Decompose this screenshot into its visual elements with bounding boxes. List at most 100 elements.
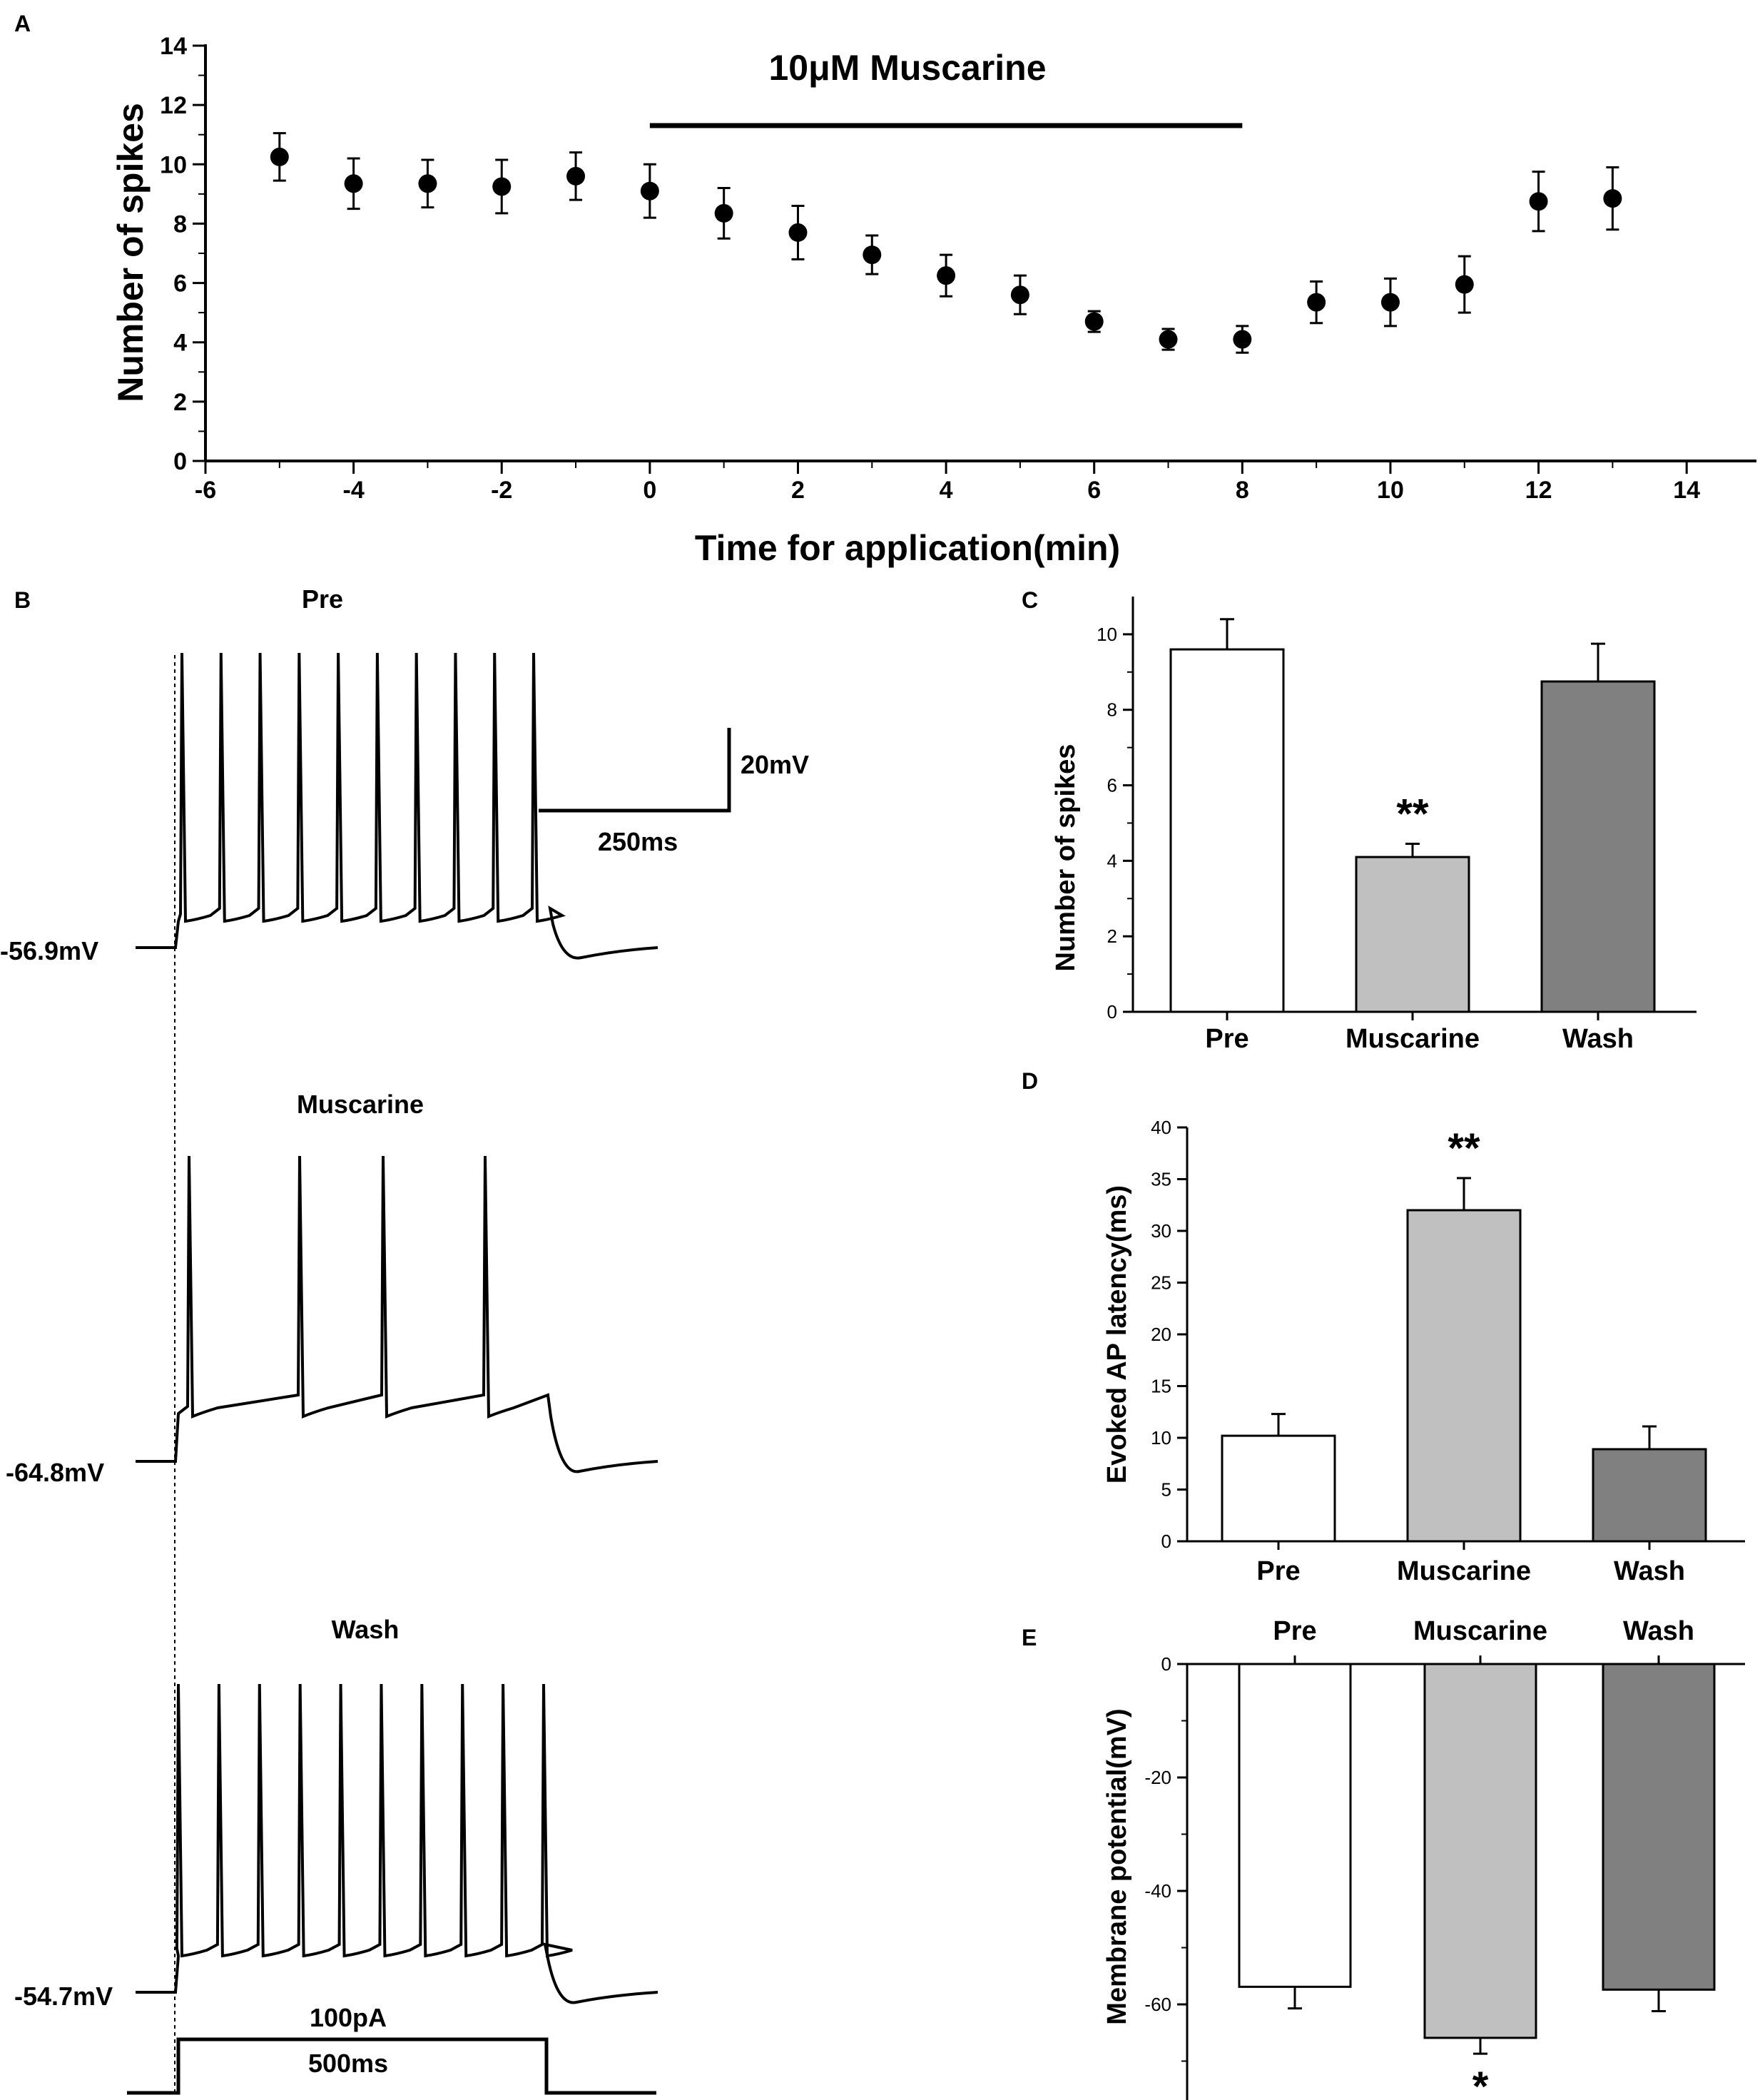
y-tick-label: -20 <box>1144 1767 1171 1788</box>
y-tick-label: 20 <box>1151 1324 1171 1345</box>
stimulus-step <box>127 2037 656 2095</box>
a-x-tick-label: 0 <box>643 477 656 504</box>
a-data-point <box>1084 312 1104 331</box>
bar-pre <box>1169 648 1285 1013</box>
panel-d-latency-bars: Pre Muscarine ** Wash 0 5 10 15 20 25 30 35 40 Evok… <box>1102 1117 1745 1586</box>
scale-bar-voltage: 20mV <box>741 750 809 779</box>
trace-title-pre: Pre <box>302 584 343 614</box>
y-tick-label: 10 <box>1151 1427 1171 1449</box>
category-label: Muscarine <box>1397 1556 1531 1586</box>
panel-label-b: B <box>14 587 31 613</box>
a-x-tick-label: 2 <box>791 477 805 504</box>
panel-d-y-label: Evoked AP latency(ms) <box>1102 1185 1132 1483</box>
panel-label-e: E <box>1022 1625 1037 1650</box>
y-tick-label: 15 <box>1151 1376 1171 1397</box>
y-tick-label: 4 <box>1107 850 1117 871</box>
a-x-tick-label: -2 <box>491 477 512 504</box>
baseline-pre: -56.9mV <box>0 936 98 965</box>
panel-a-x-label: Time for application(min) <box>695 528 1120 568</box>
panel-a-x-ticks: -6 -4 -2 0 2 4 6 8 10 12 14 <box>195 461 1700 504</box>
panel-a-y-label: Number of spikes <box>111 103 151 402</box>
y-tick-label: 40 <box>1151 1117 1171 1138</box>
a-data-point <box>1603 189 1622 208</box>
stimulus-duration: 500ms <box>308 2049 388 2078</box>
y-tick-label: 5 <box>1161 1479 1171 1501</box>
y-tick-label: 35 <box>1151 1169 1171 1190</box>
muscarine-application-label: 10μM Muscarine <box>768 48 1046 88</box>
a-data-point <box>1529 192 1548 211</box>
category-label: Pre <box>1273 1616 1316 1646</box>
panel-c-bars: Pre Muscarine ** Wash <box>1131 597 1697 1054</box>
panel-e-y-ticks: 0-20-40-60-80 <box>1144 1653 1187 2062</box>
a-x-tick-label: 4 <box>940 477 953 504</box>
category-label: Muscarine <box>1346 1024 1480 1054</box>
category-label: Pre <box>1205 1024 1248 1054</box>
a-x-tick-label: -6 <box>195 477 216 504</box>
panel-label-d: D <box>1022 1068 1038 1094</box>
significance-marker: ** <box>1448 1125 1480 1172</box>
panel-d-y-ticks: 0 5 10 15 20 25 30 35 40 <box>1151 1117 1187 1552</box>
bar-wash <box>1540 680 1656 1013</box>
category-label: Wash <box>1623 1616 1694 1646</box>
panel-label-c: C <box>1022 587 1038 613</box>
a-y-tick-label: 4 <box>173 330 187 357</box>
panel-a-data-points <box>270 132 1622 354</box>
a-data-point <box>418 174 437 193</box>
a-x-tick-label: 14 <box>1673 477 1700 504</box>
a-y-tick-label: 8 <box>173 210 187 238</box>
y-tick-label: 0 <box>1161 1531 1171 1552</box>
trace-wash <box>136 1683 658 2004</box>
panel-e-y-label: Membrane potential(mV) <box>1102 1708 1132 2024</box>
trace-muscarine <box>136 1155 658 1473</box>
a-data-point <box>863 245 882 265</box>
category-label: Muscarine <box>1413 1616 1547 1646</box>
a-data-point <box>1455 275 1474 294</box>
a-data-point <box>1010 285 1029 305</box>
a-data-point <box>1159 330 1178 349</box>
a-data-point <box>344 174 363 193</box>
category-label: Wash <box>1614 1556 1685 1586</box>
a-x-tick-label: 6 <box>1087 477 1101 504</box>
y-tick-label: 30 <box>1151 1220 1171 1242</box>
y-tick-label: 25 <box>1151 1272 1171 1294</box>
a-data-point <box>788 223 808 242</box>
scale-bar-time: 250ms <box>598 827 678 856</box>
significance-marker: ** <box>1396 791 1429 838</box>
bar-wash <box>1602 1663 1716 1991</box>
y-tick-label: 0 <box>1107 1001 1117 1023</box>
significance-marker: * <box>1472 2064 1489 2100</box>
a-y-tick-label: 12 <box>160 92 187 119</box>
a-x-tick-label: 12 <box>1525 477 1552 504</box>
a-data-point <box>270 147 289 166</box>
bar-wash <box>1592 1448 1707 1543</box>
a-data-point <box>1307 293 1326 312</box>
panel-d-bars: Pre Muscarine ** Wash <box>1186 1125 1745 1586</box>
stimulus-current: 100pA <box>310 2003 387 2032</box>
a-data-point <box>1380 293 1400 312</box>
bar-pre <box>1238 1663 1352 1988</box>
baseline-wash: -54.7mV <box>14 1982 113 2011</box>
a-y-tick-label: 2 <box>173 389 187 416</box>
baseline-muscarine: -64.8mV <box>6 1458 104 1487</box>
y-tick-label: -40 <box>1144 1880 1171 1902</box>
panel-c-y-label: Number of spikes <box>1051 744 1081 972</box>
y-tick-label: 10 <box>1097 624 1117 645</box>
y-tick-label: 2 <box>1107 925 1117 947</box>
a-x-tick-label: -4 <box>343 477 365 504</box>
a-y-tick-label: 6 <box>173 270 187 298</box>
category-label: Pre <box>1256 1556 1300 1586</box>
y-tick-label: 8 <box>1107 699 1117 721</box>
trace-pre <box>136 652 658 960</box>
bar-muscarine <box>1355 856 1470 1013</box>
panel-label-a: A <box>14 11 31 36</box>
panel-a-time-course: -6 -4 -2 0 2 4 6 8 10 12 14 0 2 4 6 8 10 12 14 10μM Musca… <box>111 33 1756 568</box>
panel-c-y-ticks: 0 2 4 6 8 10 <box>1097 624 1133 1023</box>
a-y-tick-label: 14 <box>160 33 187 60</box>
y-tick-label: -60 <box>1144 1994 1171 2015</box>
a-data-point <box>492 177 512 196</box>
a-y-tick-label: 10 <box>160 151 187 178</box>
a-x-tick-label: 10 <box>1377 477 1404 504</box>
a-data-point <box>1233 330 1252 349</box>
a-data-point <box>937 266 956 285</box>
